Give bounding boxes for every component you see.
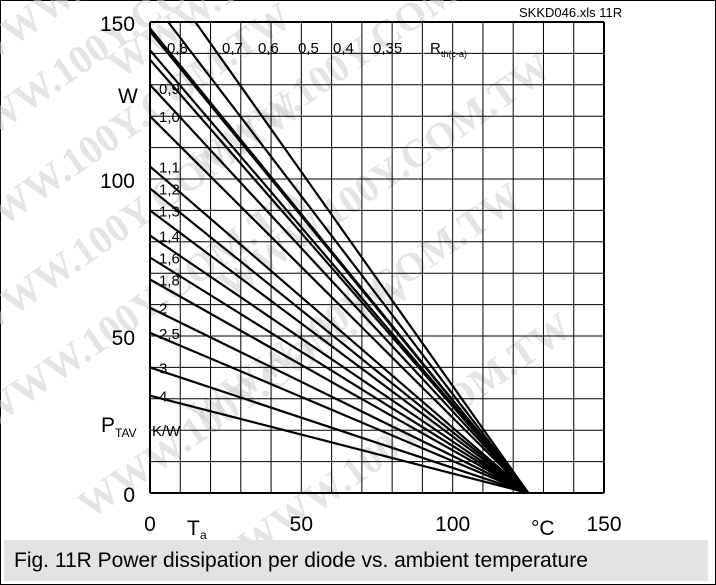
y-axis-label-subscript: TAV	[115, 426, 137, 440]
series-label: 0,35	[373, 40, 402, 57]
series-label: 4	[159, 389, 167, 406]
series-line	[149, 58, 530, 494]
series-label: 1,8	[159, 272, 180, 289]
series-label: 0,6	[258, 40, 279, 57]
figure-caption: Fig. 11R Power dissipation per diode vs.…	[14, 549, 588, 572]
series-line	[149, 84, 530, 494]
series-label: 1,2	[159, 181, 180, 198]
series-line	[149, 165, 530, 494]
x-axis-unit: °C	[531, 517, 555, 540]
x-tick-label: 0	[144, 513, 156, 536]
y-tick-label: 50	[112, 327, 135, 350]
series-line	[149, 306, 529, 494]
axes: 0 50 100 150 0 50 100 150 W P TAV T a °C	[100, 13, 622, 542]
x-tick-label: 150	[586, 513, 621, 536]
series-label: 0,9	[159, 81, 180, 98]
series-line	[167, 21, 530, 494]
series-line	[149, 331, 529, 495]
series-label: 1,1	[159, 159, 180, 176]
series-line	[194, 21, 530, 494]
rth-header-label: R	[430, 40, 441, 57]
x-tick-label: 50	[290, 513, 313, 536]
series-line	[149, 394, 529, 495]
caption-bar	[4, 540, 708, 581]
series-lines	[149, 21, 530, 495]
series-label: 2	[159, 301, 167, 318]
y-tick-label: 100	[100, 170, 135, 193]
series-line	[149, 366, 529, 495]
series-label: 2,5	[159, 326, 180, 343]
series-line	[149, 256, 529, 494]
file-tag: SKKD046.xls 11R	[519, 5, 622, 20]
series-line	[149, 27, 530, 494]
rth-unit-label: K/W	[152, 423, 181, 440]
series-line	[149, 234, 529, 494]
x-axis-label-subscript: a	[200, 528, 207, 542]
y-tick-label: 150	[100, 13, 135, 36]
series-label: 3	[159, 360, 167, 377]
series-label: 0,8	[167, 40, 188, 57]
series-label: 1,3	[159, 203, 180, 220]
series-label: 1,4	[159, 229, 180, 246]
y-axis-unit: W	[118, 85, 138, 108]
series-line	[149, 278, 529, 494]
series-label: 1,0	[159, 109, 180, 126]
series-labels: 0,35 0,4 0,5 0,6 0,7 0,8 0,9 1,0 1,1 1,2 1,3 1,4 1,6…	[152, 40, 467, 440]
rth-header-subscript: th(c-a)	[441, 49, 467, 59]
series-label: 0,4	[333, 40, 354, 57]
x-tick-label: 100	[435, 513, 470, 536]
series-label: 0,7	[222, 40, 243, 57]
series-line	[149, 209, 529, 494]
series-label: 0,5	[298, 40, 319, 57]
series-line	[149, 187, 530, 494]
series-line	[149, 115, 530, 494]
y-tick-label: 0	[123, 484, 135, 507]
series-label: 1,6	[159, 251, 180, 268]
y-axis-label: P	[101, 414, 115, 437]
x-axis-label: T	[187, 517, 200, 540]
